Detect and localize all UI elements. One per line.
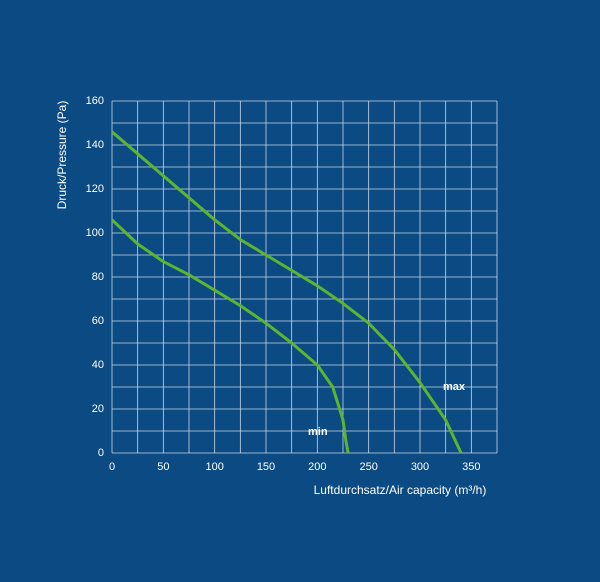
- x-tick-label: 350: [462, 461, 480, 473]
- y-axis-label: Druck/Pressure (Pa): [55, 101, 69, 210]
- x-tick-label: 250: [359, 461, 377, 473]
- line: [110, 218, 350, 454]
- y-tick-label: 140: [86, 139, 104, 151]
- y-tick-label: 80: [92, 271, 104, 283]
- series-label: max: [443, 381, 466, 393]
- y-tick-label: 0: [98, 447, 104, 459]
- y-tick-label: 100: [86, 227, 104, 239]
- x-tick-label: 50: [157, 461, 169, 473]
- y-tick-label: 120: [86, 183, 104, 195]
- x-axis-label: Luftdurchsatz/Air capacity (m³/h): [314, 483, 487, 497]
- x-tick-label: 300: [411, 461, 429, 473]
- y-tick-label: 160: [86, 95, 104, 107]
- x-tick-label: 0: [109, 461, 115, 473]
- x-tick-label: 200: [308, 461, 326, 473]
- x-tick-label: 100: [205, 461, 223, 473]
- y-tick-label: 60: [92, 315, 104, 327]
- x-tick-label: 150: [257, 461, 275, 473]
- y-tick-label: 40: [92, 359, 104, 371]
- series-label: min: [308, 426, 328, 438]
- y-tick-label: 20: [92, 403, 104, 415]
- line: [111, 130, 463, 454]
